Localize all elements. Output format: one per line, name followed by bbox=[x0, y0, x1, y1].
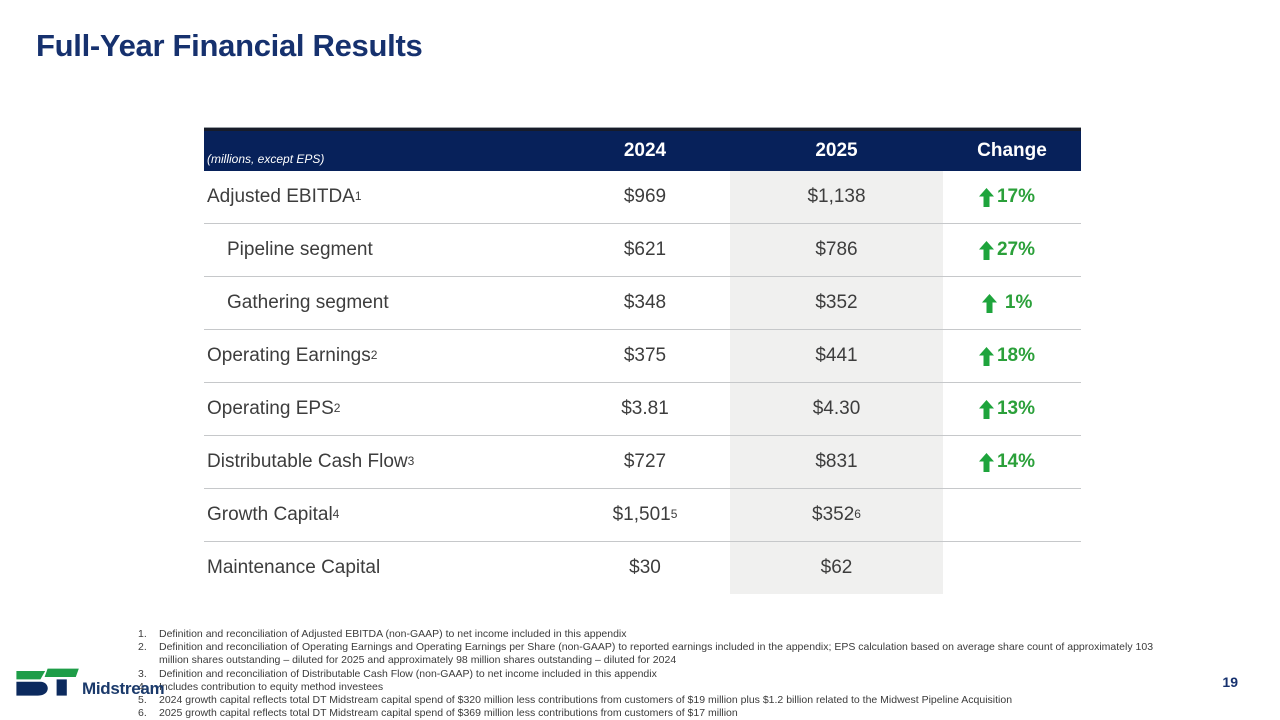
footnote: 5. 2024 growth capital reflects total DT … bbox=[138, 694, 1013, 707]
up-arrow-icon bbox=[978, 399, 994, 419]
value-2024: $30 bbox=[629, 557, 661, 578]
table-row: Distributable Cash Flow 3 $727 $831 14% bbox=[204, 436, 1081, 489]
value-2024: $621 bbox=[623, 239, 667, 260]
row-label: Operating EPS bbox=[207, 398, 334, 419]
change-value: 1% bbox=[999, 292, 1033, 313]
dt-midstream-logo: Midstream bbox=[14, 666, 165, 705]
table-header-change: Change bbox=[977, 140, 1047, 161]
value-2025: $441 bbox=[815, 345, 858, 366]
table-header-2024: 2024 bbox=[623, 140, 667, 161]
up-arrow-icon bbox=[978, 452, 994, 472]
dt-logo-mark-icon bbox=[14, 666, 80, 705]
row-label: Operating Earnings bbox=[207, 345, 371, 366]
table-row: Operating Earnings 2 $375 $441 18% bbox=[204, 330, 1081, 383]
value-2025: $352 bbox=[812, 504, 855, 525]
value-2024: $727 bbox=[623, 451, 667, 472]
change-value: 13% bbox=[996, 398, 1036, 419]
up-arrow-icon bbox=[978, 346, 994, 366]
footnote: 3. Definition and reconciliation of Distr… bbox=[138, 667, 657, 680]
row-label: Adjusted EBITDA bbox=[207, 186, 355, 207]
footnotes: 1. Definition and reconciliation of Adjus… bbox=[138, 628, 1168, 720]
row-label: Distributable Cash Flow bbox=[207, 451, 408, 472]
table-row: Operating EPS 2 $3.81 $4.30 13% bbox=[204, 383, 1081, 436]
value-2024: $1,501 bbox=[612, 504, 671, 525]
table-header-2025: 2025 bbox=[815, 140, 858, 161]
change-value: 18% bbox=[996, 345, 1036, 366]
page-title: Full-Year Financial Results bbox=[36, 28, 423, 63]
value-2024: $348 bbox=[623, 292, 667, 313]
footnote: 2. Definition and reconciliation of Opera… bbox=[138, 641, 1154, 667]
change-value: 27% bbox=[996, 239, 1036, 260]
page-number: 19 bbox=[1222, 674, 1238, 690]
value-2025: $4.30 bbox=[812, 398, 861, 419]
logo-wordmark: Midstream bbox=[82, 679, 165, 698]
value-2024: $3.81 bbox=[621, 398, 669, 419]
footnote: 1. Definition and reconciliation of Adjus… bbox=[138, 628, 627, 640]
footnote: 6. 2025 growth capital reflects total DT … bbox=[138, 707, 738, 720]
row-label: Pipeline segment bbox=[227, 239, 373, 260]
value-2025: $352 bbox=[815, 292, 858, 313]
value-2025: $1,138 bbox=[807, 186, 866, 207]
units-note: (millions, except EPS) bbox=[207, 152, 325, 166]
table-row: Gathering segment $348 $352 1% bbox=[204, 277, 1081, 330]
table-row: Maintenance Capital $30 $62 bbox=[204, 542, 1081, 594]
value-2024: $375 bbox=[623, 345, 667, 366]
row-label: Growth Capital bbox=[207, 504, 333, 525]
change-value: 17% bbox=[996, 186, 1036, 207]
up-arrow-icon bbox=[981, 293, 997, 313]
table-header-units: (millions, except EPS) bbox=[204, 131, 560, 171]
row-label: Gathering segment bbox=[227, 292, 389, 313]
table-header-row: (millions, except EPS) 2024 2025 Change bbox=[204, 128, 1081, 171]
value-2025: $62 bbox=[820, 557, 853, 578]
up-arrow-icon bbox=[978, 240, 994, 260]
table-row: Adjusted EBITDA 1 $969 $1,138 17% bbox=[204, 171, 1081, 224]
financial-table: (millions, except EPS) 2024 2025 Change … bbox=[204, 127, 1081, 594]
table-row: Growth Capital 4 $1,501 5 $352 6 bbox=[204, 489, 1081, 542]
value-2025: $786 bbox=[815, 239, 858, 260]
up-arrow-icon bbox=[978, 187, 994, 207]
footnote: 4. Includes contribution to equity method… bbox=[138, 680, 384, 693]
table-row: Pipeline segment $621 $786 27% bbox=[204, 224, 1081, 277]
change-value: 14% bbox=[996, 451, 1036, 472]
value-2024: $969 bbox=[623, 186, 667, 207]
row-label: Maintenance Capital bbox=[207, 557, 381, 578]
value-2025: $831 bbox=[815, 451, 858, 472]
